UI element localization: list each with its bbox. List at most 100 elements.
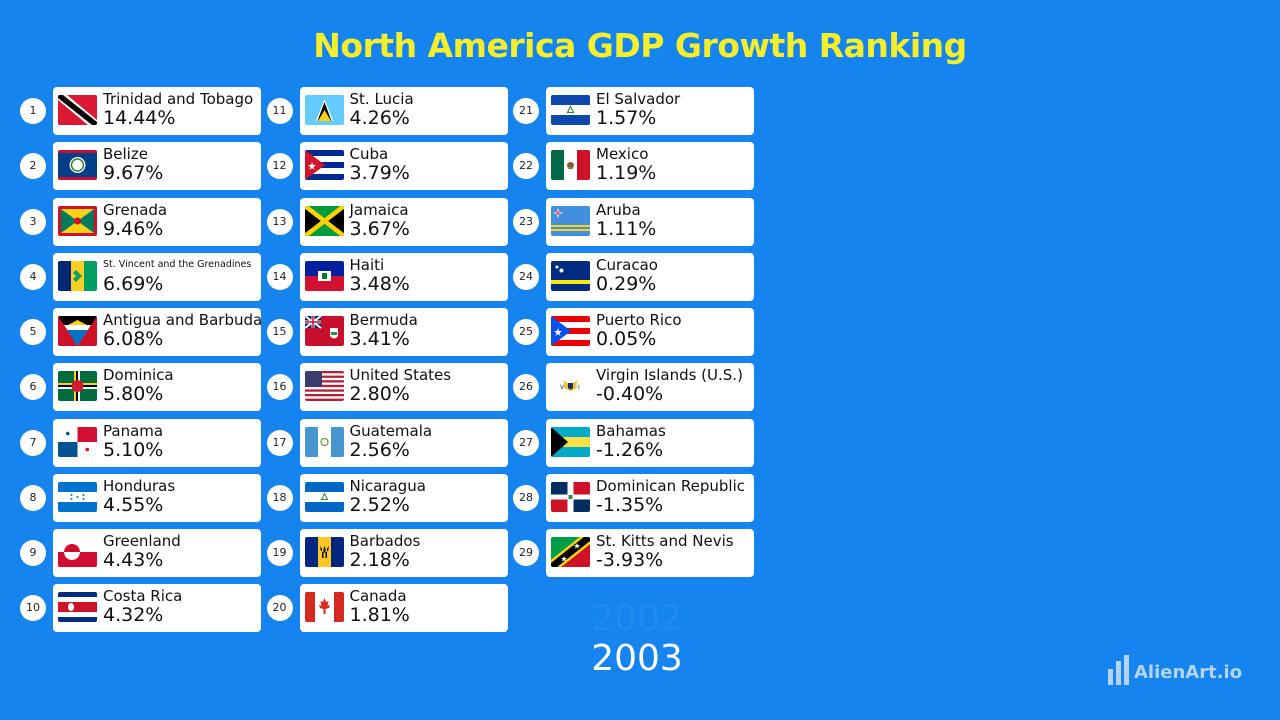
- country-name: Barbados: [349, 532, 421, 550]
- rank-badge: 26: [513, 374, 539, 401]
- growth-value: 3.79%: [349, 162, 410, 185]
- ranking-card: Curacao 0.29%: [546, 252, 754, 301]
- growth-value: 14.44%: [103, 107, 176, 129]
- rank-badge: 15: [266, 319, 293, 345]
- country-name: Antigua and Barbuda: [103, 311, 263, 329]
- ranking-card: Cuba 3.79%: [299, 142, 508, 191]
- ranking-card: Grenada 9.46%: [53, 197, 261, 246]
- belize-flag-icon: [58, 150, 97, 181]
- ranking-card: Trinidad and Tobago 14.44%: [53, 87, 261, 135]
- growth-value: 4.55%: [103, 493, 164, 516]
- greenland-flag-icon: [58, 537, 97, 567]
- st-kitts-and-nevis-flag-icon: [551, 537, 590, 567]
- rank-badge: 9: [20, 540, 46, 566]
- guatemala-flag-icon: [304, 426, 344, 457]
- country-name: Canada: [349, 587, 407, 606]
- country-name: Haiti: [349, 255, 385, 274]
- country-name: Guatemala: [349, 421, 433, 440]
- growth-value: 1.57%: [596, 107, 657, 129]
- ranking-card: Aruba 1.11%: [546, 197, 754, 246]
- costa-rica-flag-icon: [58, 592, 97, 623]
- ranking-card: V I Virgin Islands (U.S.) -0.40%: [546, 363, 754, 412]
- rank-badge: 21: [513, 98, 539, 124]
- nicaragua-flag-icon: [304, 481, 344, 512]
- growth-value: 4.26%: [349, 107, 410, 129]
- growth-value: 4.32%: [103, 604, 164, 627]
- haiti-flag-icon: [304, 260, 344, 291]
- rank-badge: 3: [20, 208, 46, 235]
- ranking-card: El Salvador 1.57%: [546, 87, 754, 135]
- rank-badge: 28: [513, 484, 539, 511]
- country-name: Jamaica: [349, 200, 409, 219]
- country-name: Panama: [103, 421, 164, 440]
- ranking-card: Bahamas -1.26%: [546, 418, 754, 467]
- country-name: Curacao: [596, 255, 658, 274]
- growth-value: 6.08%: [103, 328, 164, 350]
- rank-badge: 13: [266, 208, 293, 235]
- rank-badge: 18: [266, 484, 293, 511]
- country-name: El Salvador: [596, 90, 681, 108]
- ranking-card: St. Lucia 4.26%: [299, 87, 508, 135]
- bermuda-flag-icon: [304, 316, 344, 346]
- country-name: Puerto Rico: [596, 311, 682, 329]
- country-name: St. Kitts and Nevis: [596, 532, 734, 550]
- ranking-card: United States 2.80%: [299, 363, 508, 412]
- bar-chart-icon: [1108, 655, 1130, 690]
- jamaica-flag-icon: [304, 205, 344, 236]
- growth-value: 9.46%: [103, 217, 164, 240]
- country-name: St. Vincent and the Grenadines: [103, 258, 252, 270]
- grenada-flag-icon: [58, 205, 97, 236]
- brand-name: AlienArt.io: [1134, 662, 1243, 683]
- chart-title: North America GDP Growth Ranking: [313, 26, 967, 65]
- rank-badge: 11: [266, 98, 293, 124]
- country-name: Grenada: [103, 200, 168, 219]
- growth-value: 1.11%: [596, 217, 657, 240]
- bahamas-flag-icon: [551, 426, 590, 457]
- brand-logo: AlienArt.io: [1108, 655, 1242, 690]
- country-name: Greenland: [103, 532, 181, 550]
- rank-badge: 12: [266, 153, 293, 180]
- dominica-flag-icon: [58, 371, 97, 402]
- ranking-card: St. Vincent and the Grenadines 6.69%: [53, 252, 261, 301]
- country-name: Honduras: [103, 476, 176, 495]
- growth-value: 0.29%: [596, 272, 657, 295]
- growth-value: 2.80%: [349, 383, 410, 406]
- st-lucia-flag-icon: [304, 95, 344, 125]
- rank-badge: 10: [20, 595, 46, 622]
- growth-value: 6.69%: [103, 272, 164, 295]
- country-name: Nicaragua: [349, 476, 426, 495]
- ranking-card: Mexico 1.19%: [546, 142, 754, 191]
- mexico-flag-icon: [551, 150, 590, 181]
- rank-badge: 1: [20, 98, 46, 124]
- ranking-card: Barbados 2.18%: [299, 529, 508, 577]
- rank-badge: 2: [20, 153, 46, 180]
- current-year-label: 2003: [591, 638, 683, 679]
- rank-badge: 22: [513, 153, 539, 180]
- dominican-republic-flag-icon: [551, 481, 590, 512]
- ranking-card: Guatemala 2.56%: [299, 418, 508, 467]
- trinidad-and-tobago-flag-icon: [58, 95, 97, 125]
- growth-value: -1.26%: [596, 438, 664, 461]
- panama-flag-icon: [58, 426, 97, 457]
- growth-value: 5.80%: [103, 383, 164, 406]
- united-states-flag-icon: [304, 371, 344, 402]
- country-name: Dominica: [103, 366, 174, 385]
- growth-value: 2.52%: [349, 493, 410, 516]
- rank-badge: 16: [266, 374, 293, 401]
- ranking-card: Puerto Rico 0.05%: [546, 308, 754, 356]
- aruba-flag-icon: [551, 205, 590, 236]
- rank-badge: 20: [266, 595, 293, 622]
- growth-value: -0.40%: [596, 383, 664, 406]
- country-name: Bahamas: [596, 421, 666, 440]
- canada-flag-icon: [304, 592, 344, 623]
- growth-value: 4.43%: [103, 549, 164, 571]
- ranking-card: Greenland 4.43%: [53, 529, 261, 577]
- cuba-flag-icon: [304, 150, 344, 181]
- svg-text:I: I: [578, 384, 580, 391]
- growth-value: -3.93%: [596, 549, 664, 571]
- growth-value: 1.81%: [349, 604, 410, 627]
- rank-badge: 29: [513, 540, 539, 566]
- antigua-flag-icon: [58, 316, 97, 346]
- growth-value: 1.19%: [596, 162, 657, 185]
